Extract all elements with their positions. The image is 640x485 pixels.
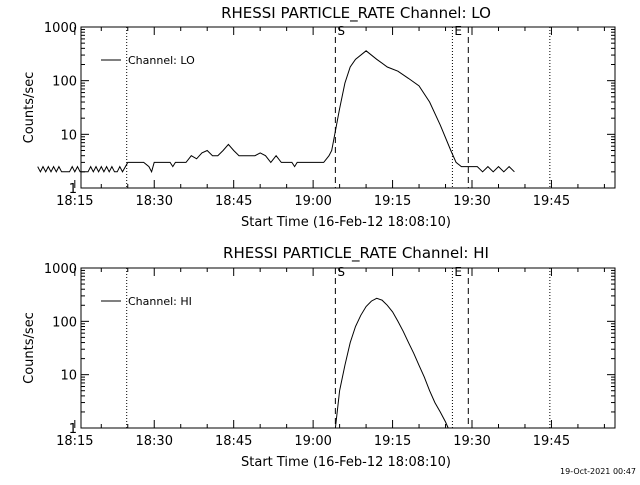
legend-label: Channel: LO [128, 54, 195, 67]
x-tick-label: 19:30 [453, 434, 490, 449]
x-tick-label: 19:00 [294, 434, 331, 449]
y-tick-label: 1 [69, 182, 77, 197]
panel-lo: RHESSI PARTICLE_RATE Channel: LO Counts/s… [22, 4, 616, 230]
event-marker-label: S [337, 24, 345, 38]
y-tick-label: 10 [60, 369, 77, 384]
y-tick-label: 10 [60, 128, 77, 143]
x-axis-label: Start Time (16-Feb-12 18:08:10) [241, 215, 451, 230]
x-tick-label: 19:00 [294, 194, 331, 209]
x-tick-label: 19:15 [374, 194, 411, 209]
event-marker-label: S [337, 265, 345, 279]
event-marker-label: E [454, 265, 462, 279]
event-marker-label: E [454, 24, 462, 38]
panel-hi: RHESSI PARTICLE_RATE Channel: HI Counts/s… [22, 244, 616, 470]
x-tick-label: 18:45 [215, 434, 252, 449]
series-line [334, 297, 449, 429]
y-tick-label: 100 [52, 315, 77, 330]
series-line [37, 50, 515, 174]
y-tick-label: 100 [52, 75, 77, 90]
footer-timestamp: 19-Oct-2021 00:47 [560, 467, 636, 476]
y-tick-label: 1000 [44, 262, 77, 277]
x-tick-label: 18:45 [215, 194, 252, 209]
legend-label: Channel: HI [128, 295, 192, 308]
plot-frame [80, 267, 616, 429]
x-tick-label: 18:15 [56, 194, 93, 209]
chart-title: RHESSI PARTICLE_RATE Channel: LO [221, 4, 491, 23]
y-axis-label: Counts/sec [22, 72, 37, 144]
x-tick-label: 18:30 [136, 434, 173, 449]
x-tick-label: 19:45 [533, 194, 570, 209]
x-axis-label: Start Time (16-Feb-12 18:08:10) [241, 455, 451, 470]
plot-frame [80, 26, 616, 189]
x-tick-label: 19:15 [374, 434, 411, 449]
x-tick-label: 18:30 [136, 194, 173, 209]
x-tick-label: 19:30 [453, 194, 490, 209]
y-tick-label: 1000 [44, 21, 77, 36]
y-axis-label: Counts/sec [22, 312, 37, 384]
chart-title: RHESSI PARTICLE_RATE Channel: HI [223, 244, 489, 263]
x-tick-label: 19:45 [533, 434, 570, 449]
y-tick-label: 1 [69, 422, 77, 437]
x-tick-label: 18:15 [56, 434, 93, 449]
